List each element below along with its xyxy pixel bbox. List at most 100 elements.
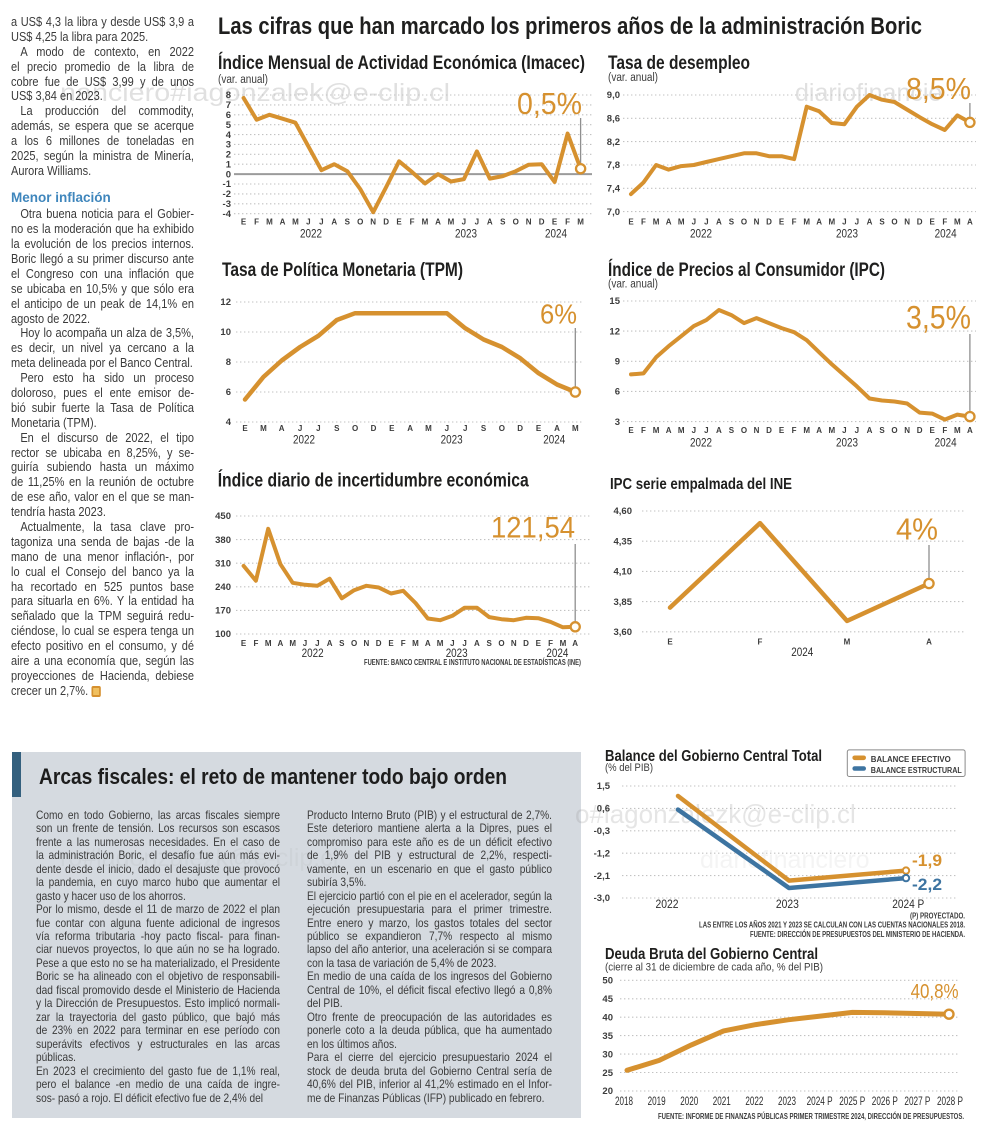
svg-text:J: J (855, 426, 859, 435)
svg-text:35: 35 (602, 1031, 613, 1042)
svg-text:A: A (816, 218, 822, 227)
svg-text:nanciero#iagonzalek@e-clip.cl: nanciero#iagonzalek@e-clip.cl (60, 79, 450, 107)
svg-text:12: 12 (220, 297, 231, 308)
svg-text:2024 P: 2024 P (892, 897, 924, 911)
svg-text:J: J (316, 424, 320, 433)
svg-text:A: A (474, 639, 480, 648)
svg-text:6: 6 (226, 110, 231, 121)
svg-text:J: J (462, 639, 466, 648)
svg-text:O: O (498, 639, 504, 648)
svg-text:2023: 2023 (778, 1094, 796, 1108)
svg-text:A: A (666, 218, 672, 227)
svg-text:2022: 2022 (690, 229, 712, 241)
svg-text:(var. anual): (var. anual) (608, 279, 658, 291)
svg-text:310: 310 (215, 558, 231, 569)
svg-text:BALANCE EFECTIVO: BALANCE EFECTIVO (871, 755, 951, 764)
svg-text:M: M (292, 218, 299, 227)
svg-text:2018: 2018 (615, 1094, 633, 1108)
svg-text:E: E (388, 639, 394, 648)
svg-text:-2,1: -2,1 (594, 871, 611, 882)
svg-text:Índice de Precios al Consumido: Índice de Precios al Consumidor (IPC) (608, 259, 885, 281)
svg-text:J: J (298, 424, 302, 433)
svg-text:2020: 2020 (680, 1094, 698, 1108)
svg-text:D: D (917, 218, 923, 227)
svg-text:2019: 2019 (648, 1094, 666, 1108)
svg-text:2025 P: 2025 P (839, 1094, 865, 1108)
svg-text:D: D (376, 639, 382, 648)
svg-text:7,4: 7,4 (607, 184, 621, 195)
svg-text:M: M (678, 426, 685, 435)
svg-text:4,60: 4,60 (614, 506, 633, 517)
svg-text:40,8%: 40,8% (911, 980, 959, 1003)
svg-text:N: N (370, 218, 376, 227)
svg-text:0: 0 (226, 169, 231, 180)
svg-text:0,5%: 0,5% (517, 86, 582, 121)
svg-text:7: 7 (226, 100, 231, 111)
svg-text:3,85: 3,85 (614, 597, 633, 608)
svg-text:M: M (954, 218, 961, 227)
svg-text:ro#lagonzalezk@e-clip.cl: ro#lagonzalezk@e-clip.cl (60, 844, 338, 872)
svg-text:-2: -2 (223, 189, 231, 200)
svg-text:J: J (855, 218, 859, 227)
svg-text:E: E (779, 218, 785, 227)
svg-text:A: A (867, 218, 873, 227)
svg-text:7,0: 7,0 (607, 207, 620, 218)
svg-text:O: O (891, 218, 897, 227)
svg-text:F: F (401, 639, 406, 648)
svg-text:M: M (954, 426, 961, 435)
svg-text:D: D (517, 424, 523, 433)
svg-text:E: E (930, 426, 936, 435)
svg-text:M: M (803, 426, 810, 435)
svg-text:4,10: 4,10 (614, 567, 633, 578)
svg-text:A: A (327, 639, 333, 648)
svg-text:D: D (766, 426, 772, 435)
svg-text:E: E (667, 638, 673, 647)
svg-text:N: N (904, 218, 910, 227)
svg-text:4: 4 (226, 417, 232, 428)
svg-text:O: O (513, 218, 519, 227)
svg-text:O: O (891, 426, 897, 435)
svg-text:E: E (552, 218, 558, 227)
svg-text:8: 8 (226, 357, 231, 368)
svg-text:A: A (331, 218, 337, 227)
svg-text:FUENTE: DIRECCIÓN DE PRESUPUES: FUENTE: DIRECCIÓN DE PRESUPUESTOS DEL MI… (750, 930, 965, 939)
svg-text:D: D (371, 424, 377, 433)
svg-text:N: N (511, 639, 517, 648)
svg-text:E: E (536, 424, 542, 433)
svg-text:2024: 2024 (546, 648, 569, 660)
svg-text:S: S (481, 424, 487, 433)
svg-text:M: M (425, 424, 432, 433)
svg-text:25: 25 (602, 1068, 613, 1079)
svg-text:J: J (450, 639, 454, 648)
svg-text:170: 170 (215, 606, 231, 617)
svg-text:IPC serie empalmada del INE: IPC serie empalmada del INE (610, 476, 792, 493)
svg-text:2023: 2023 (776, 897, 799, 911)
svg-text:O: O (351, 639, 357, 648)
svg-text:J: J (319, 218, 323, 227)
svg-text:F: F (641, 426, 646, 435)
svg-text:8: 8 (226, 90, 231, 101)
svg-text:J: J (315, 639, 319, 648)
svg-text:S: S (334, 424, 340, 433)
svg-text:Arcas fiscales: el reto de man: Arcas fiscales: el reto de mantener todo… (39, 764, 507, 789)
svg-text:A: A (279, 424, 285, 433)
svg-text:J: J (306, 218, 310, 227)
svg-text:N: N (526, 218, 532, 227)
svg-text:A: A (816, 426, 822, 435)
svg-text:J: J (842, 426, 846, 435)
svg-text:E: E (628, 426, 634, 435)
svg-text:7,8: 7,8 (607, 160, 620, 171)
svg-text:D: D (383, 218, 389, 227)
svg-text:2022: 2022 (656, 897, 679, 911)
svg-text:-2,2: -2,2 (912, 875, 942, 894)
svg-text:A: A (716, 218, 722, 227)
svg-text:-1: -1 (223, 179, 232, 190)
svg-text:N: N (364, 639, 370, 648)
svg-text:A: A (967, 218, 973, 227)
svg-text:2022: 2022 (300, 229, 322, 241)
svg-text:E: E (628, 218, 634, 227)
svg-text:2022: 2022 (293, 435, 315, 447)
svg-text:-1,9: -1,9 (912, 851, 942, 870)
svg-text:M: M (577, 218, 584, 227)
svg-text:Deuda Bruta del Gobierno Centr: Deuda Bruta del Gobierno Central (605, 946, 818, 963)
